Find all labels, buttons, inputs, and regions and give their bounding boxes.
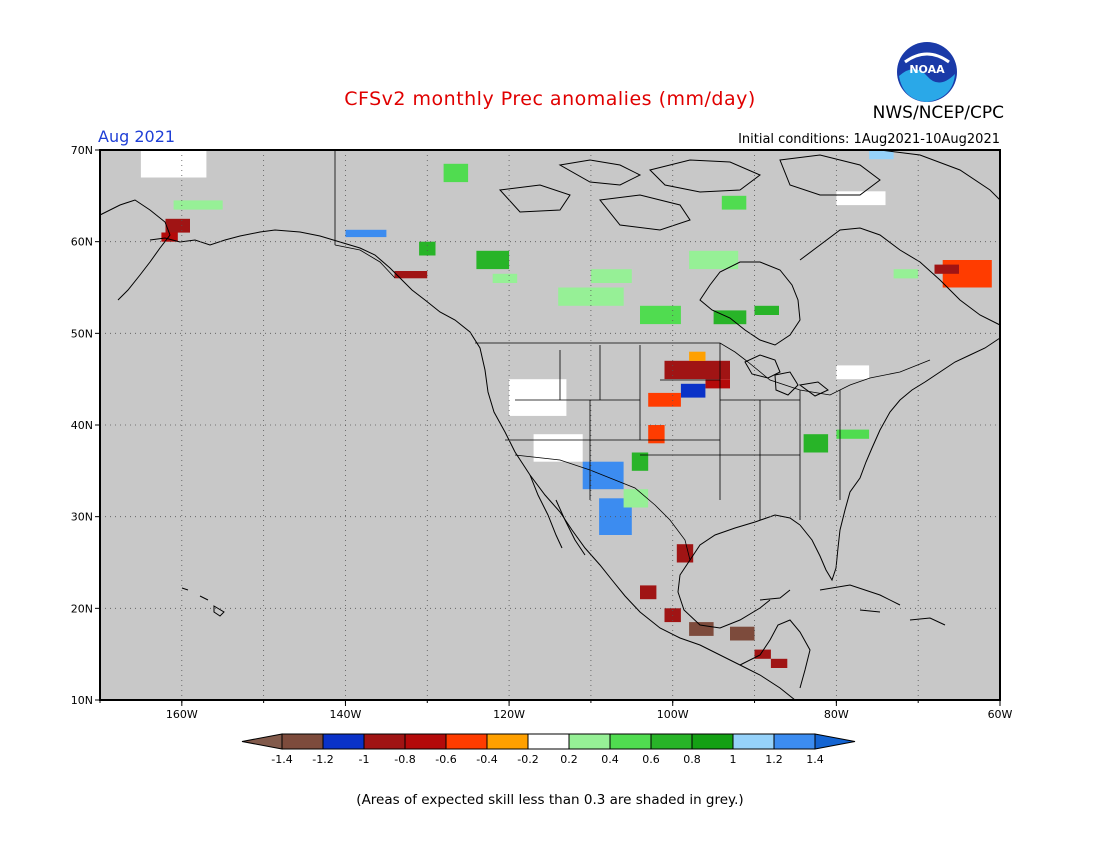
gridlines	[100, 150, 1000, 700]
colorbar-label: 0.6	[642, 753, 660, 766]
org-label: NWS/NCEP/CPC	[872, 103, 1004, 123]
noaa-logo-text: NOAA	[909, 63, 945, 76]
lon-tick-label: 60W	[988, 708, 1013, 721]
anomaly-cell	[533, 434, 583, 462]
anomaly-cell	[492, 273, 518, 283]
political-borders	[334, 150, 931, 561]
anomaly-cell	[648, 425, 665, 444]
colorbar-segment	[322, 733, 365, 750]
colorbar-label: -1	[359, 753, 370, 766]
month-label: Aug 2021	[98, 127, 176, 146]
colorbar-segment	[691, 733, 734, 750]
anomaly-cell	[173, 200, 223, 210]
anomaly-cell	[754, 305, 779, 315]
anomaly-cell	[770, 658, 788, 668]
colorbar-label: 0.4	[601, 753, 619, 766]
anomaly-cell	[590, 269, 632, 283]
anomaly-cell	[893, 269, 919, 279]
colorbar-label: 0.8	[683, 753, 701, 766]
anomaly-cell	[648, 392, 681, 407]
anomaly-cell	[869, 150, 894, 160]
anomaly-cell	[680, 383, 706, 398]
anomaly-cell	[161, 232, 178, 242]
colorbar-segment	[486, 733, 529, 750]
anomaly-cell	[836, 429, 870, 439]
anomaly-cell	[165, 218, 190, 233]
anomaly-cell	[640, 305, 681, 325]
anomaly-cell	[934, 264, 959, 274]
lat-tick-label: 20N	[71, 602, 93, 615]
lon-tick-label: 140W	[330, 708, 362, 721]
lat-tick-label: 70N	[71, 144, 93, 157]
colorbar-label: 1.4	[806, 753, 824, 766]
lat-tick-label: 30N	[71, 511, 93, 524]
anomaly-cell	[509, 379, 567, 416]
lon-tick-label: 160W	[166, 708, 198, 721]
colorbar-label: -1.4	[271, 753, 292, 766]
colorbar-label: -0.4	[476, 753, 497, 766]
colorbar-segment	[445, 733, 488, 750]
lat-tick-label: 60N	[71, 236, 93, 249]
lon-tick-label: 120W	[493, 708, 525, 721]
anomaly-cell	[754, 649, 771, 659]
colorbar-label: -0.6	[435, 753, 456, 766]
lon-tick-label: 100W	[657, 708, 689, 721]
anomaly-cell	[443, 163, 469, 183]
colorbar-arrow-left	[241, 733, 283, 750]
colorbar-segment	[363, 733, 406, 750]
anomaly-cell	[394, 271, 428, 279]
anomaly-cell	[689, 351, 706, 361]
lat-tick-label: 10N	[71, 694, 93, 707]
colorbar-segment	[650, 733, 693, 750]
anomaly-cell	[623, 489, 649, 508]
anomaly-cell	[664, 360, 730, 380]
colorbar-label: -0.2	[517, 753, 538, 766]
coastlines	[99, 149, 1001, 701]
colorbar-label: 1.2	[765, 753, 783, 766]
anomaly-cell	[689, 250, 739, 270]
anomaly-cell	[419, 241, 436, 256]
anomaly-cell	[836, 365, 870, 380]
colorbar: -1.4 -1.2 -1 -0.8 -0.6 -0.4 -0.2 0.2 0.4 0.6 0.8 1 1…	[241, 733, 856, 766]
colorbar-segment	[609, 733, 652, 750]
lat-tick-label: 50N	[71, 327, 93, 340]
noaa-logo-icon: NOAA	[897, 42, 957, 102]
lat-tick-label: 40N	[71, 419, 93, 432]
anomaly-cell	[721, 195, 747, 210]
colorbar-label: 0.2	[560, 753, 578, 766]
colorbar-label: -0.8	[394, 753, 415, 766]
anomaly-cell	[140, 150, 207, 178]
colorbar-label: 1	[730, 753, 737, 766]
initial-conditions-label: Initial conditions: 1Aug2021-10Aug2021	[738, 132, 1000, 147]
map-area: 160W 140W 120W 100W 80W 60W 70N 60N 50N 40N 30N 20…	[71, 144, 1013, 721]
anomaly-cell	[558, 287, 624, 306]
anomaly-cell	[730, 626, 755, 641]
anomaly-cell	[631, 452, 649, 471]
longitude-tick-labels: 160W 140W 120W 100W 80W 60W	[99, 700, 1013, 721]
colorbar-segment	[527, 733, 570, 750]
colorbar-segment	[732, 733, 775, 750]
anomaly-cell	[640, 585, 657, 600]
anomaly-cell	[803, 434, 829, 453]
colorbar-label: -1.2	[312, 753, 333, 766]
lon-tick-label: 80W	[824, 708, 849, 721]
page-title: CFSv2 monthly Prec anomalies (mm/day)	[344, 88, 756, 110]
latitude-tick-labels: 70N 60N 50N 40N 30N 20N 10N	[71, 144, 100, 707]
colorbar-segment	[773, 733, 816, 750]
colorbar-segment	[404, 733, 447, 750]
colorbar-arrow-right	[814, 733, 856, 750]
anomaly-cell	[476, 250, 510, 270]
anomaly-cell	[345, 229, 387, 238]
anomaly-cell	[705, 379, 730, 389]
skill-note: (Areas of expected skill less than 0.3 a…	[356, 792, 744, 808]
anomaly-cell	[836, 191, 886, 206]
colorbar-segment	[568, 733, 611, 750]
colorbar-segment	[281, 733, 324, 750]
anomaly-cell	[689, 622, 714, 636]
